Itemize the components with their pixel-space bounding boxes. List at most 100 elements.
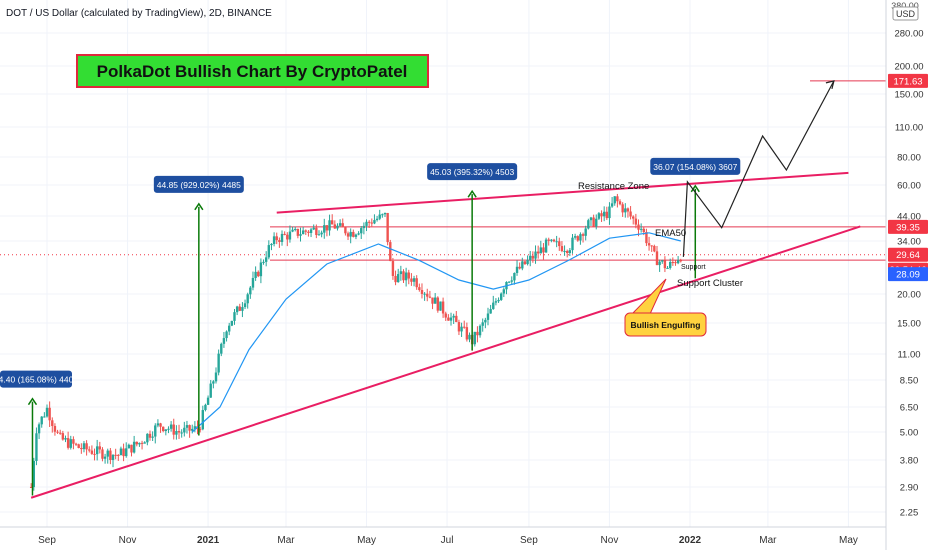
candle-body (233, 312, 236, 321)
candle-body (111, 454, 115, 460)
currency-unit-box[interactable] (892, 6, 919, 21)
candle-body (476, 331, 479, 336)
candle-body (679, 260, 682, 262)
candle-body (333, 224, 337, 229)
time-tick-label: May (357, 535, 376, 546)
candle-body (389, 242, 392, 262)
candle-body (602, 211, 606, 217)
candle-body (489, 309, 492, 314)
candle-body (109, 450, 112, 460)
candle-body (473, 331, 476, 345)
candle-body (587, 220, 590, 229)
support-cluster-label: Support Cluster (677, 278, 743, 289)
candle-body (138, 442, 141, 445)
candle-body (360, 228, 363, 234)
price-tick-label: 110.00 (895, 123, 923, 134)
price-tag-label: 171.63 (893, 76, 922, 87)
candle-body (399, 271, 403, 275)
candle-body (518, 266, 521, 269)
candle-body (381, 214, 384, 216)
candle-body (37, 424, 41, 434)
candle-body (169, 424, 173, 429)
candle-body (447, 317, 450, 321)
price-tick-label: 20.00 (897, 290, 921, 301)
candle-body (431, 297, 434, 304)
candle-body (175, 431, 178, 435)
candle-body (251, 277, 255, 288)
candle-body (558, 241, 561, 247)
candle-body (193, 426, 197, 429)
candle-body (280, 233, 284, 242)
candle-body (294, 228, 297, 230)
symbol-header: DOT / US Dollar (calculated by TradingVi… (6, 8, 272, 19)
candle-body (568, 250, 572, 254)
chart-title-box: PolkaDot Bullish Chart By CryptoPatel (76, 54, 429, 88)
candle-body (286, 234, 289, 240)
candle-body (423, 293, 426, 295)
price-tick-label: 280.00 (894, 29, 923, 40)
candle-body (283, 233, 286, 235)
candle-body (674, 262, 677, 264)
candle-body (397, 274, 400, 283)
candle-body (82, 443, 86, 450)
candle-body (468, 334, 471, 340)
candle-body (330, 220, 334, 225)
candle-body (43, 416, 46, 418)
candle-body (164, 429, 168, 432)
candle-body (433, 297, 437, 304)
candle-body (663, 260, 667, 269)
price-tick-label: 2.90 (900, 483, 919, 494)
candle-body (72, 439, 75, 444)
candle-body (494, 301, 498, 303)
candle-body (402, 271, 405, 281)
candle-body (415, 278, 418, 288)
candle-body (338, 223, 342, 226)
price-tick-label: 34.00 (897, 237, 921, 248)
candle-body (198, 429, 202, 431)
candle-body (312, 227, 315, 230)
resistance-zone-label: Resistance Zone (578, 181, 649, 192)
candle-body (323, 225, 326, 233)
candle-body (436, 297, 440, 311)
candle-body (439, 301, 442, 311)
candle-body (671, 262, 675, 264)
time-tick-label: Sep (520, 535, 538, 546)
candle-body (272, 236, 276, 245)
candle-body (66, 438, 70, 448)
candle-body (222, 338, 226, 344)
candle-body (204, 404, 207, 411)
price-tag-label: 28.09 (896, 270, 920, 281)
candle-body (542, 247, 545, 253)
candle-body (457, 322, 461, 332)
candle-body (386, 212, 389, 243)
candle-body (119, 448, 123, 456)
candle-body (51, 420, 54, 426)
candle-body (502, 289, 506, 294)
price-tick-label: 3.80 (900, 456, 919, 467)
bullish-engulfing-box (624, 312, 707, 337)
candle-body (455, 315, 458, 323)
candle-body (373, 220, 376, 224)
candle-body (642, 228, 645, 233)
candle-body (320, 232, 323, 235)
candle-body (362, 225, 366, 229)
time-tick-label: Nov (119, 535, 137, 546)
candle-body (341, 223, 344, 228)
measure-label: 44.85 (929.02%) 4485 (157, 180, 241, 190)
candle-body (64, 438, 67, 440)
candle-body (156, 423, 160, 426)
candle-body (441, 301, 445, 314)
candle-body (180, 432, 183, 434)
trendlines (30, 171, 861, 499)
candle-body (486, 313, 490, 320)
candle-body (98, 446, 102, 450)
candle-body (653, 245, 656, 252)
measure-label-box (153, 175, 244, 193)
candle-body (621, 204, 624, 213)
candle-body (59, 432, 62, 434)
candle-body (555, 241, 558, 243)
measure-label-box (650, 157, 741, 175)
price-tick-label: 11.00 (897, 350, 920, 361)
candle-body (304, 230, 307, 232)
